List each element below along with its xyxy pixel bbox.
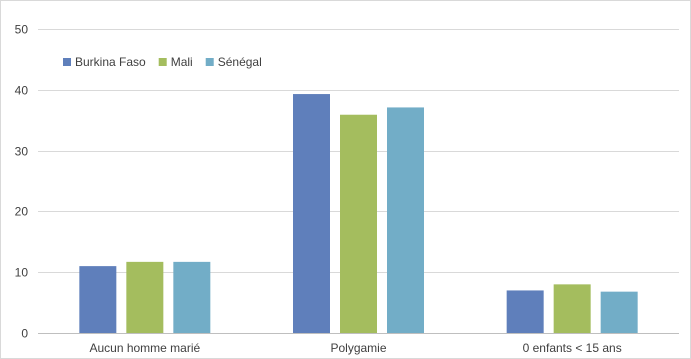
y-axis-ticks: 0 10 20 30 40 50 bbox=[15, 23, 29, 341]
bar-s-n-gal-3 bbox=[600, 291, 638, 333]
bar-mali-1 bbox=[126, 261, 164, 333]
bar-burkina-faso-1 bbox=[79, 266, 117, 333]
x-category-label: Polygamie bbox=[330, 341, 386, 355]
bars bbox=[79, 94, 638, 333]
legend-label: Sénégal bbox=[218, 55, 262, 69]
y-tick-label: 30 bbox=[15, 145, 29, 159]
y-tick-label: 0 bbox=[21, 327, 28, 341]
y-tick-label: 40 bbox=[15, 84, 29, 98]
x-axis-labels: Aucun homme marié Polygamie 0 enfants < 15… bbox=[89, 341, 621, 355]
legend-label: Mali bbox=[171, 55, 193, 69]
bar-burkina-faso-3 bbox=[506, 290, 544, 333]
bar-burkina-faso-2 bbox=[293, 94, 330, 333]
legend-swatch bbox=[205, 58, 214, 66]
x-category-label: Aucun homme marié bbox=[89, 341, 200, 355]
legend-swatch bbox=[158, 58, 167, 66]
legend: Burkina Faso Mali Sénégal bbox=[63, 55, 262, 69]
legend-label: Burkina Faso bbox=[75, 55, 146, 69]
legend-swatch bbox=[63, 58, 71, 66]
bar-mali-2 bbox=[340, 114, 377, 333]
bar-s-n-gal-2 bbox=[387, 107, 424, 333]
bar-s-n-gal-1 bbox=[173, 261, 211, 333]
bar-mali-3 bbox=[553, 284, 591, 333]
y-tick-label: 50 bbox=[15, 23, 29, 37]
x-category-label: 0 enfants < 15 ans bbox=[523, 341, 622, 355]
y-tick-label: 20 bbox=[15, 205, 29, 219]
y-tick-label: 10 bbox=[15, 266, 29, 280]
